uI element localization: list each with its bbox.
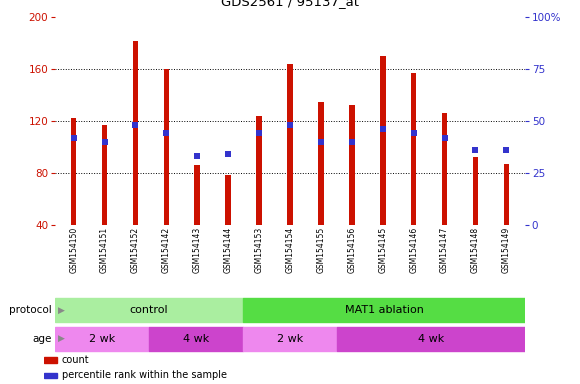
Text: GSM154149: GSM154149 xyxy=(502,227,511,273)
Bar xyxy=(71,118,77,225)
Text: GSM154151: GSM154151 xyxy=(100,227,109,273)
Text: control: control xyxy=(130,305,168,315)
Bar xyxy=(256,116,262,225)
Bar xyxy=(411,73,416,225)
Bar xyxy=(102,125,107,225)
Text: 2 wk: 2 wk xyxy=(277,334,303,344)
Text: GDS2561 / 95137_at: GDS2561 / 95137_at xyxy=(221,0,359,8)
Text: GSM154152: GSM154152 xyxy=(131,227,140,273)
Text: GSM154154: GSM154154 xyxy=(285,227,295,273)
Text: GSM154156: GSM154156 xyxy=(347,227,356,273)
Bar xyxy=(149,327,243,351)
Text: GSM154153: GSM154153 xyxy=(255,227,263,273)
Text: GSM154144: GSM154144 xyxy=(224,227,233,273)
Text: MAT1 ablation: MAT1 ablation xyxy=(345,305,423,315)
Bar xyxy=(442,113,447,225)
Bar xyxy=(133,41,138,225)
Bar xyxy=(243,327,337,351)
Text: GSM154143: GSM154143 xyxy=(193,227,202,273)
Bar xyxy=(44,372,57,378)
Bar xyxy=(349,106,354,225)
Text: percentile rank within the sample: percentile rank within the sample xyxy=(62,371,227,381)
Bar xyxy=(337,327,525,351)
Bar xyxy=(164,69,169,225)
Text: GSM154155: GSM154155 xyxy=(317,227,325,273)
Bar xyxy=(44,357,57,363)
Bar xyxy=(318,101,324,225)
Bar xyxy=(226,175,231,225)
Bar xyxy=(55,298,243,322)
Text: count: count xyxy=(62,355,89,365)
Bar xyxy=(503,164,509,225)
Bar xyxy=(380,56,386,225)
Bar xyxy=(55,327,149,351)
Text: GSM154148: GSM154148 xyxy=(471,227,480,273)
Bar xyxy=(243,298,525,322)
Text: 4 wk: 4 wk xyxy=(418,334,444,344)
Text: GSM154150: GSM154150 xyxy=(69,227,78,273)
Text: 2 wk: 2 wk xyxy=(89,334,115,344)
Text: 4 wk: 4 wk xyxy=(183,334,209,344)
Bar xyxy=(473,157,478,225)
Text: GSM154142: GSM154142 xyxy=(162,227,171,273)
Text: GSM154147: GSM154147 xyxy=(440,227,449,273)
Text: ▶: ▶ xyxy=(58,334,65,343)
Text: GSM154146: GSM154146 xyxy=(409,227,418,273)
Text: protocol: protocol xyxy=(9,305,52,315)
Text: GSM154145: GSM154145 xyxy=(378,227,387,273)
Text: ▶: ▶ xyxy=(58,306,65,314)
Text: age: age xyxy=(33,334,52,344)
Bar xyxy=(287,64,293,225)
Bar xyxy=(194,165,200,225)
